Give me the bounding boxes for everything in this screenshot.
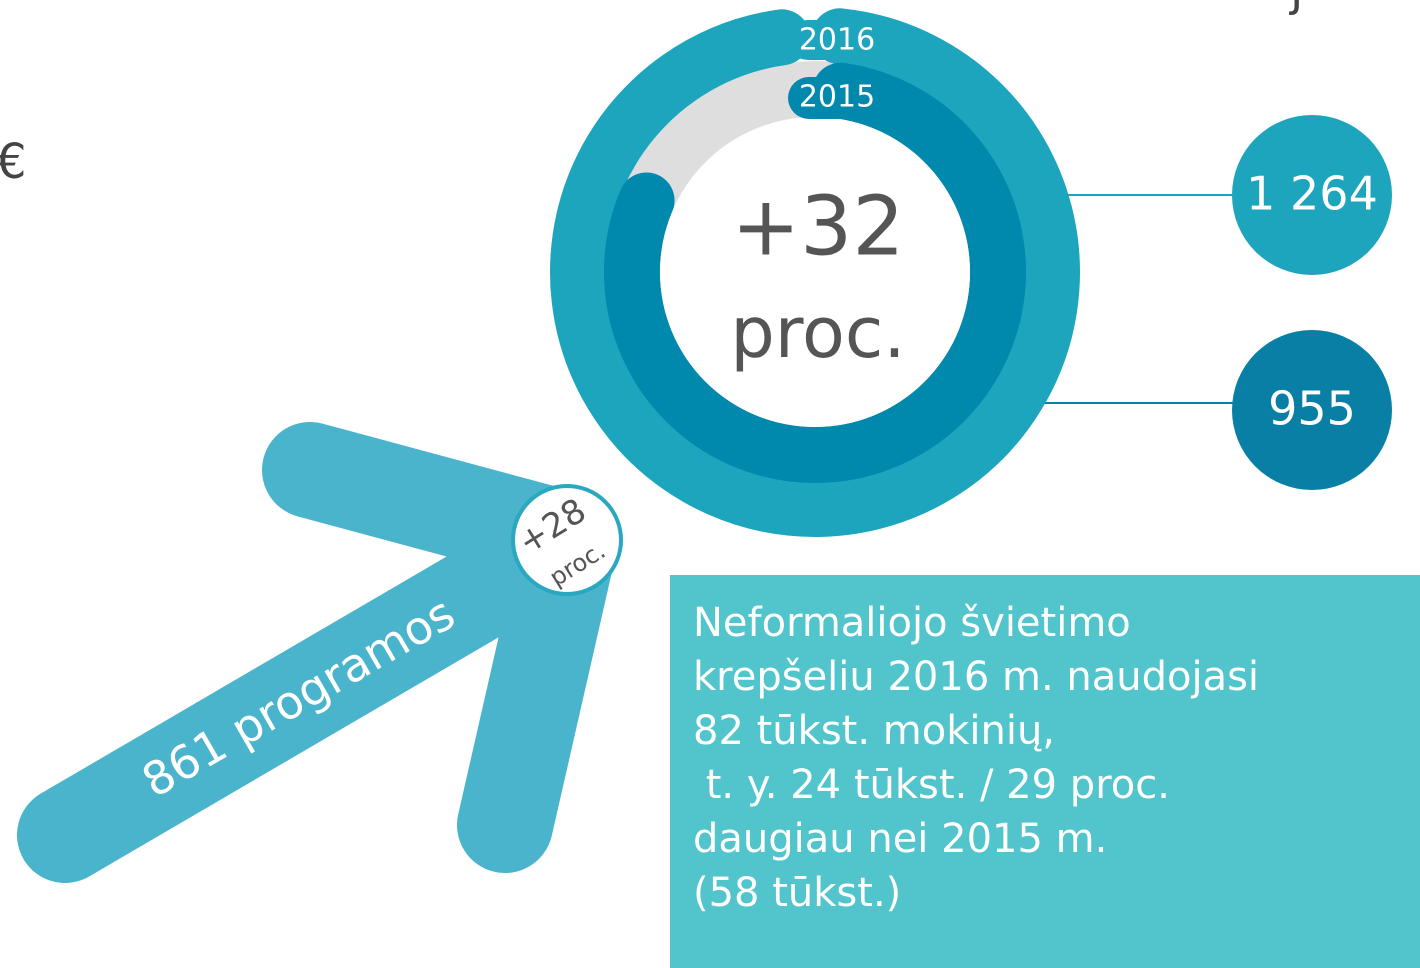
center-value: +32: [731, 179, 904, 274]
total-value: 1 264: [1246, 167, 1378, 221]
arrow: [17, 422, 618, 883]
total-circle: [1232, 330, 1392, 490]
note-line: t. y. 24 tūkst. / 29 proc.: [693, 762, 1170, 808]
label-pill: [788, 20, 886, 60]
ring-label: 2016: [799, 23, 875, 58]
fragment-text: j: [1289, 0, 1303, 17]
label-pill: [788, 77, 886, 119]
note-line: (58 tūkst.): [693, 870, 901, 916]
ring-2016: [550, 8, 1080, 537]
note-line: Neformaliojo švietimo: [693, 600, 1131, 646]
ring-2015: [604, 62, 1026, 483]
note-box: [670, 575, 1420, 968]
note-text: Neformaliojo švietimo krepšeliu 2016 m. n…: [693, 600, 1259, 916]
total-value: 955: [1268, 382, 1356, 436]
note-line: daugiau nei 2015 m.: [693, 816, 1107, 862]
ring-label: 2015: [799, 80, 875, 115]
arrow-label: 861 programos: [133, 586, 464, 808]
note-line: krepšeliu 2016 m. naudojasi: [693, 654, 1259, 700]
donut-center: [660, 117, 970, 427]
total-circle: [1232, 115, 1392, 275]
badge: [511, 484, 623, 596]
fragment-text: €: [0, 134, 27, 190]
note-line: 82 tūkst. mokinių,: [693, 708, 1055, 754]
arrow-leg: [17, 492, 618, 883]
center-unit: proc.: [730, 292, 905, 374]
